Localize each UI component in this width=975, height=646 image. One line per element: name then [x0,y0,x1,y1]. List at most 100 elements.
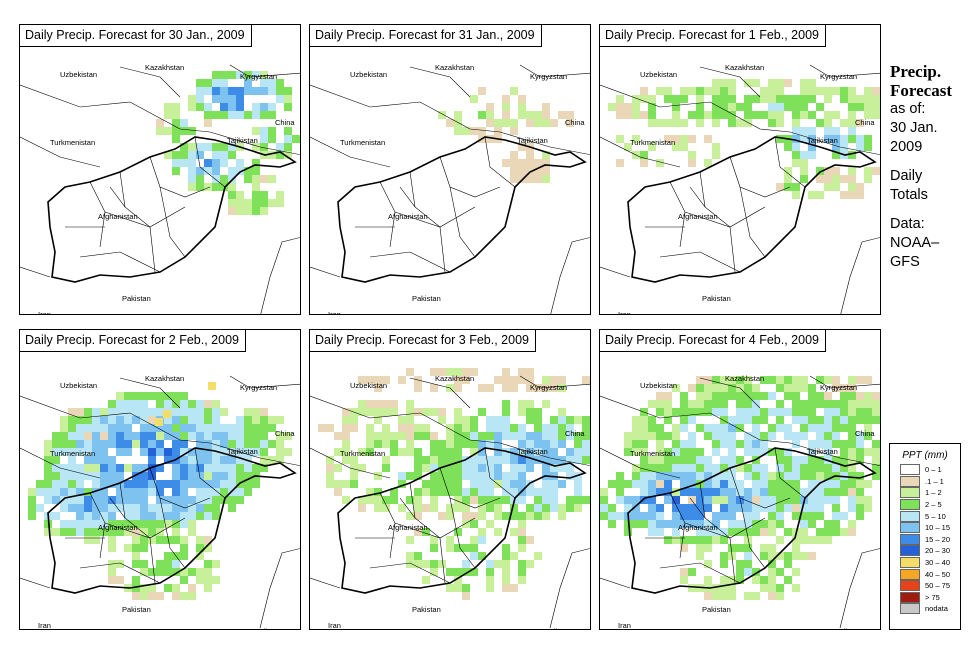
map-label: Afghanistan [98,523,138,532]
legend-item: .1 – 1 [890,475,960,488]
map-label: Uzbekistan [60,70,97,79]
map-label: Iran [328,310,341,315]
forecast-panel-1-feb: Uzbekistan Kazakhstan Kyrgyzstan China Turkm… [599,24,881,315]
daily-line2: Totals [890,187,928,203]
map-label: India [545,627,562,630]
map-label: Kazakhstan [435,374,474,383]
map-label: Kazakhstan [145,63,184,72]
map-label: Tajikistan [517,136,548,145]
map-label: Tajikistan [227,447,258,456]
legend-swatch [900,475,920,487]
map-label: Afghanistan [388,523,428,532]
legend-label: > 75 [925,592,940,602]
map-label: Tajikistan [807,447,838,456]
map-label: Iran [618,310,631,315]
map-label: Kazakhstan [145,374,184,383]
precip-map: Uzbekistan Kazakhstan Kyrgyzstan China Turkm… [310,63,590,315]
forecast-panel-3-feb: Uzbekistan Kazakhstan Kyrgyzstan China Turkm… [309,329,591,630]
map-label: Turkmenistan [50,449,95,458]
panel-title: Daily Precip. Forecast for 4 Feb., 2009 [600,330,826,352]
map-label: India [835,627,852,630]
legend-swatch [900,580,920,592]
sidebar-title-line2: Forecast [890,81,952,100]
panel-title: Daily Precip. Forecast for 30 Jan., 2009 [20,25,252,47]
map-label: China [855,429,875,438]
legend-label: 50 – 75 [925,581,951,591]
map-label: Turkmenistan [340,449,385,458]
map-label: Uzbekistan [350,381,387,390]
map-label: Iran [328,621,341,630]
map-label: Turkmenistan [630,449,675,458]
map-label: Turkmenistan [340,138,385,147]
legend-item: 5 – 10 [890,510,960,522]
map-label: China [275,429,295,438]
legend-swatch [900,603,920,615]
map-label: Pakistan [122,294,151,303]
map-label: Pakistan [412,605,441,614]
legend-label: 5 – 10 [925,511,946,521]
legend-label: 40 – 50 [925,569,951,579]
map-label: Kyrgyzstan [240,72,277,81]
legend-label: .1 – 1 [925,476,944,486]
legend-item: nodata [890,603,960,615]
legend-item: 0 – 1 [890,464,960,476]
map-label: Turkmenistan [630,138,675,147]
map-label: Tajikistan [807,136,838,145]
map-label: Uzbekistan [640,381,677,390]
legend-swatch [900,499,920,511]
asof-date-line2: 2009 [890,139,923,155]
map-label: Kyrgyzstan [820,383,857,392]
legend-item: 2 – 5 [890,499,960,511]
forecast-panel-31-jan: Uzbekistan Kazakhstan Kyrgyzstan China Turkm… [309,24,591,315]
data-source-line1: Data: [890,216,925,232]
map-label: Afghanistan [98,212,138,221]
map-label: Kyrgyzstan [820,72,857,81]
map-label: Kyrgyzstan [530,72,567,81]
map-label: Iran [38,310,51,315]
map-label: China [565,429,585,438]
legend-item: 1 – 2 [890,487,960,499]
map-label: Afghanistan [678,523,718,532]
forecast-panel-2-feb: Uzbekistan Kazakhstan Kyrgyzstan China Turkm… [19,329,301,630]
map-label: China [855,118,875,127]
forecast-panel-4-feb: Uzbekistan Kazakhstan Kyrgyzstan China Turkm… [599,329,881,630]
map-label: Pakistan [702,294,731,303]
legend-label: nodata [925,604,948,614]
legend-swatch [900,545,920,557]
data-source-line2: NOAA– [890,235,940,251]
map-label: Pakistan [702,605,731,614]
legend-item: > 75 [890,591,960,604]
map-label: China [275,118,295,127]
map-label: Kazakhstan [725,374,764,383]
map-label: Iran [38,621,51,630]
map-label: Uzbekistan [60,381,97,390]
map-label: Kyrgyzstan [240,383,277,392]
map-label: Tajikistan [517,447,548,456]
map-label: Iran [618,621,631,630]
map-label: Kazakhstan [725,63,764,72]
legend-label: 15 – 20 [925,534,951,544]
legend-label: 20 – 30 [925,546,951,556]
panel-title: Daily Precip. Forecast for 31 Jan., 2009 [310,25,542,47]
precip-map: Uzbekistan Kazakhstan Kyrgyzstan China Turkm… [20,63,300,315]
asof-date-line1: 30 Jan. [890,120,938,136]
precip-map: Uzbekistan Kazakhstan Kyrgyzstan China Turkm… [20,374,300,630]
legend-label: 0 – 1 [925,465,942,475]
map-label: Turkmenistan [50,138,95,147]
forecast-panel-30-jan: Uzbekistan Kazakhstan Kyrgyzstan China Turkm… [19,24,301,315]
legend-item: 15 – 20 [890,533,960,546]
legend-item: 30 – 40 [890,557,960,569]
map-label: Afghanistan [388,212,428,221]
legend-label: 2 – 5 [925,500,942,510]
legend-swatch [900,464,920,476]
panel-title: Daily Precip. Forecast for 1 Feb., 2009 [600,25,826,47]
precip-map: Uzbekistan Kazakhstan Kyrgyzstan China Turkm… [310,368,590,630]
map-label: Uzbekistan [640,70,677,79]
map-label: Pakistan [122,605,151,614]
sidebar-title-line1: Precip. [890,62,942,81]
legend-item: 10 – 15 [890,522,960,534]
map-label: Kazakhstan [435,63,474,72]
legend-swatch [900,487,920,499]
legend-item: 40 – 50 [890,568,960,580]
